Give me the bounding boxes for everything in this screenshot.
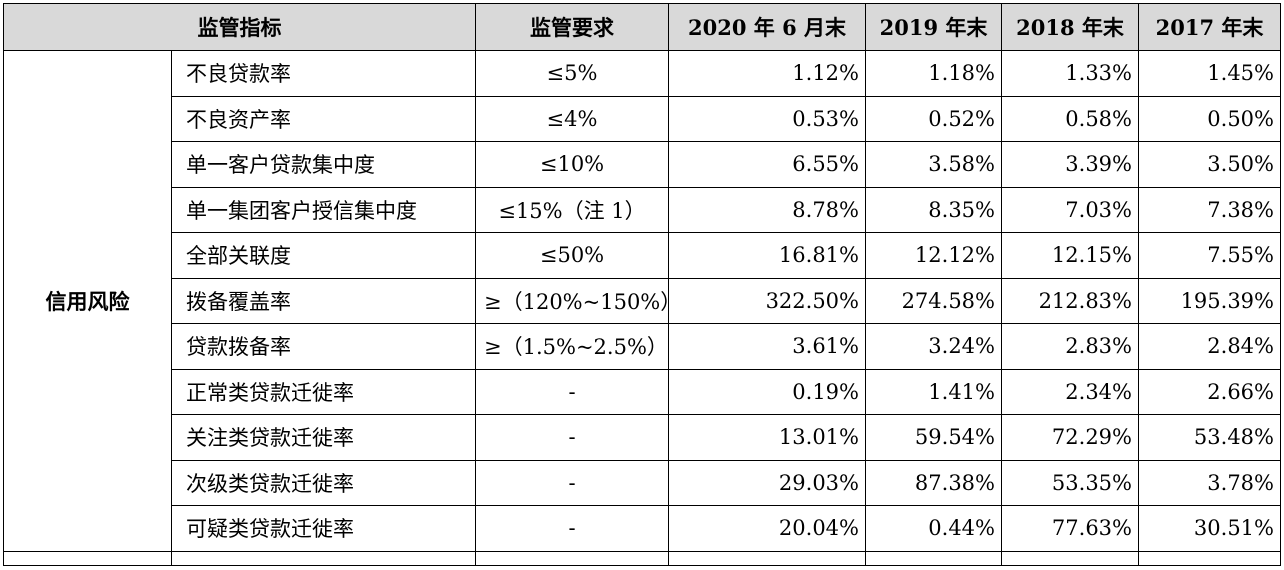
indicator-name: 不良资产率 [171,95,476,142]
indicator-name: 单一客户贷款集中度 [171,141,476,188]
value-cell: 3.78% [1138,459,1281,506]
value-cell: 0.58% [1001,95,1139,142]
requirement-cell: - [475,505,669,552]
table-row: 关注类贷款迁徙率 -13.01% 59.54% 72.29% 53.48% [4,414,1281,461]
value-cell: 7.55% [1138,232,1281,279]
table-row: 单一集团客户授信集中度 ≤15%（注 1） 8.78% 8.35% 7.03% 7.38% [4,186,1281,233]
table-row-partial [3,550,1281,566]
table-row: 拨备覆盖率 ≥（120%~150%） 322.50% 274.58% 212.83% 19… [4,277,1281,324]
indicator-name: 可疑类贷款迁徙率 [171,505,476,552]
value-cell: 29.03% [668,459,866,506]
requirement-cell: ≤10% [475,141,669,188]
indicator-name: 拨备覆盖率 [171,277,476,324]
table-row: 次级类贷款迁徙率 -29.03% 87.38% 53.35% 3.78% [4,459,1281,506]
indicator-name: 全部关联度 [171,232,476,279]
requirement-cell: - [475,459,669,506]
value-cell: 7.03% [1001,186,1139,233]
requirement-cell: - [475,414,669,461]
value-cell: 1.45% [1138,50,1281,97]
header-period-2020h1: 2020 年 6 月末 [668,3,866,51]
header-requirement: 监管要求 [475,3,669,51]
value-cell: 7.38% [1138,186,1281,233]
value-cell: 1.18% [865,50,1002,97]
value-cell: 77.63% [1001,505,1139,552]
table-row: 单一客户贷款集中度 ≤10% 6.55% 3.58% 3.39% 3.50% [4,141,1281,188]
value-cell: 2.66% [1138,368,1281,415]
indicator-name: 单一集团客户授信集中度 [171,186,476,233]
value-cell: 8.78% [668,186,866,233]
indicator-name: 关注类贷款迁徙率 [171,414,476,461]
value-cell: 8.35% [865,186,1002,233]
requirement-cell: ≥（1.5%~2.5%） [475,323,669,370]
value-cell: 2.83% [1001,323,1139,370]
requirement-cell: ≥（120%~150%） [475,277,669,324]
requirement-cell: - [475,368,669,415]
indicator-name: 贷款拨备率 [171,323,476,370]
value-cell: 2.34% [1001,368,1139,415]
category-cell: 信用风险 [3,50,172,552]
value-cell: 6.55% [668,141,866,188]
value-cell: 322.50% [668,277,866,324]
requirement-cell: ≤15%（注 1） [475,186,669,233]
value-cell: 72.29% [1001,414,1139,461]
value-cell: 53.35% [1001,459,1139,506]
value-cell: 3.61% [668,323,866,370]
value-cell: 59.54% [865,414,1002,461]
value-cell: 13.01% [668,414,866,461]
header-period-2017: 2017 年末 [1138,3,1281,51]
table-row: 贷款拨备率 ≥（1.5%~2.5%） 3.61% 3.24% 2.83% 2.84% [4,323,1281,370]
empty-cell [1138,550,1281,566]
value-cell: 30.51% [1138,505,1281,552]
value-cell: 0.53% [668,95,866,142]
value-cell: 3.24% [865,323,1002,370]
value-cell: 12.15% [1001,232,1139,279]
value-cell: 12.12% [865,232,1002,279]
value-cell: 0.19% [668,368,866,415]
header-indicator: 监管指标 [3,3,476,51]
table-row: 不良资产率 ≤4% 0.53% 0.52% 0.58% 0.50% [4,95,1281,142]
value-cell: 3.39% [1001,141,1139,188]
empty-cell [1001,550,1139,566]
indicator-name: 正常类贷款迁徙率 [171,368,476,415]
value-cell: 3.50% [1138,141,1281,188]
requirement-cell: ≤5% [475,50,669,97]
value-cell: 87.38% [865,459,1002,506]
empty-cell [865,550,1002,566]
requirement-cell: ≤50% [475,232,669,279]
requirement-cell: ≤4% [475,95,669,142]
value-cell: 53.48% [1138,414,1281,461]
header-row: 监管指标 监管要求 2020 年 6 月末 2019 年末 2018 年末 20… [3,3,1281,51]
table-row: 可疑类贷款迁徙率 -20.04% 0.44% 77.63% 30.51% [4,505,1281,552]
header-period-2019: 2019 年末 [865,3,1002,51]
indicator-name: 次级类贷款迁徙率 [171,459,476,506]
value-cell: 274.58% [865,277,1002,324]
table-row: 全部关联度 ≤50% 16.81% 12.12% 12.15% 7.55% [4,232,1281,279]
table-row: 正常类贷款迁徙率 -0.19% 1.41% 2.34% 2.66% [4,368,1281,415]
value-cell: 2.84% [1138,323,1281,370]
regulatory-indicators-table: 监管指标 监管要求 2020 年 6 月末 2019 年末 2018 年末 20… [3,3,1281,566]
value-cell: 20.04% [668,505,866,552]
value-cell: 16.81% [668,232,866,279]
value-cell: 1.33% [1001,50,1139,97]
indicator-name: 不良贷款率 [171,50,476,97]
empty-cell [3,550,172,566]
table-row: 信用风险 不良贷款率 ≤5% 1.12% 1.18% 1.33% 1.45% [3,50,1281,552]
value-cell: 212.83% [1001,277,1139,324]
value-cell: 3.58% [865,141,1002,188]
empty-cell [475,550,669,566]
header-period-2018: 2018 年末 [1001,3,1139,51]
value-cell: 0.44% [865,505,1002,552]
value-cell: 0.52% [865,95,1002,142]
value-cell: 1.12% [668,50,866,97]
value-cell: 1.41% [865,368,1002,415]
value-cell: 0.50% [1138,95,1281,142]
value-cell: 195.39% [1138,277,1281,324]
empty-cell [171,550,476,566]
table-body: 信用风险 不良贷款率 ≤5% 1.12% 1.18% 1.33% 1.45% 不良资产率 ≤4%… [3,50,1281,566]
empty-cell [668,550,866,566]
